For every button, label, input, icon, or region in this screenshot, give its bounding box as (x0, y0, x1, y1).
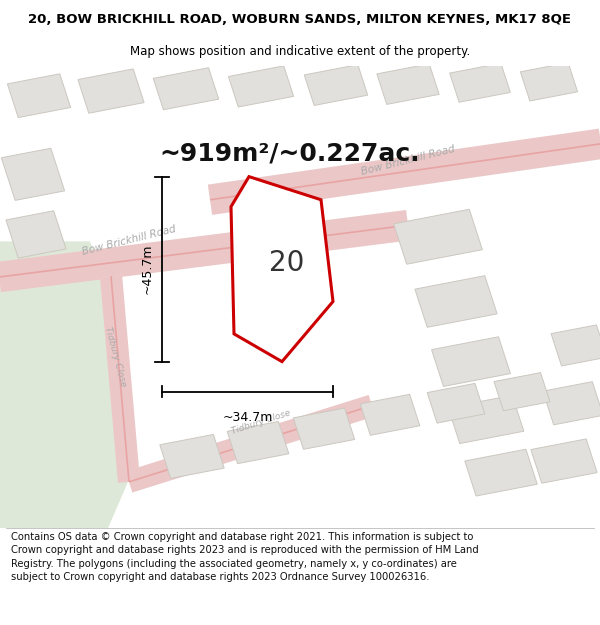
Polygon shape (531, 439, 597, 483)
Polygon shape (543, 382, 600, 425)
Text: Bow Brickhill Road: Bow Brickhill Road (360, 144, 456, 176)
Text: ~919m²/~0.227ac.: ~919m²/~0.227ac. (159, 141, 419, 166)
Polygon shape (293, 408, 355, 449)
Polygon shape (520, 62, 578, 101)
Polygon shape (394, 209, 482, 264)
Text: Tidbury Close: Tidbury Close (103, 326, 128, 388)
Polygon shape (231, 177, 333, 362)
Polygon shape (6, 211, 66, 258)
Polygon shape (551, 325, 600, 366)
Polygon shape (1, 148, 65, 201)
Text: Contains OS data © Crown copyright and database right 2021. This information is : Contains OS data © Crown copyright and d… (11, 532, 479, 582)
Polygon shape (229, 66, 293, 107)
Polygon shape (415, 276, 497, 328)
Text: ~34.7m: ~34.7m (223, 411, 272, 424)
Polygon shape (494, 372, 550, 411)
Text: ~45.7m: ~45.7m (140, 244, 154, 294)
Polygon shape (153, 68, 219, 110)
Polygon shape (431, 337, 511, 386)
Polygon shape (465, 449, 537, 496)
Polygon shape (227, 421, 289, 464)
Polygon shape (448, 396, 524, 444)
Polygon shape (7, 74, 71, 118)
Polygon shape (360, 394, 420, 435)
Polygon shape (449, 63, 511, 102)
Text: Map shows position and indicative extent of the property.: Map shows position and indicative extent… (130, 45, 470, 58)
Polygon shape (427, 383, 485, 423)
Polygon shape (304, 64, 368, 106)
Polygon shape (160, 434, 224, 478)
Polygon shape (0, 241, 132, 528)
Polygon shape (377, 64, 439, 104)
Text: Bow Brickhill Road: Bow Brickhill Road (81, 224, 177, 257)
Polygon shape (78, 69, 144, 113)
Text: Tidbury Close: Tidbury Close (230, 408, 292, 436)
Text: 20: 20 (269, 249, 305, 278)
Text: 20, BOW BRICKHILL ROAD, WOBURN SANDS, MILTON KEYNES, MK17 8QE: 20, BOW BRICKHILL ROAD, WOBURN SANDS, MI… (29, 13, 571, 26)
